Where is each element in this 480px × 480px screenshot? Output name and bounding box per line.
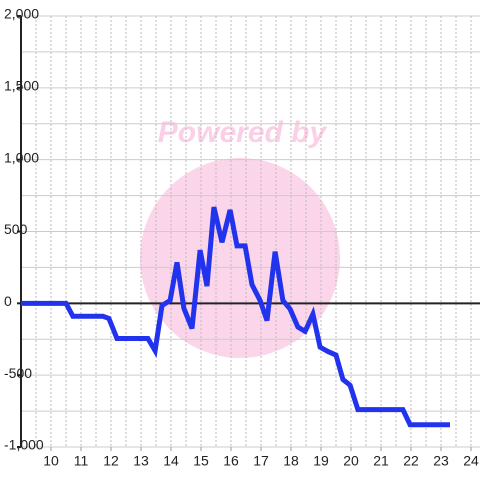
x-tick-label: 16 [223,453,239,469]
y-tick-label: -1,000 [4,437,44,453]
y-tick-label: -500 [4,365,32,381]
watermark-circle [140,158,340,358]
x-tick-label: 15 [193,453,209,469]
x-tick-label: 19 [313,453,329,469]
x-tick-label: 11 [74,453,89,469]
x-tick-label: 17 [253,453,269,469]
x-tick-label: 24 [463,453,479,469]
x-tick-label: 21 [373,453,389,469]
x-tick-label: 14 [163,453,179,469]
x-tick-label: 12 [103,453,119,469]
x-tick-label: 23 [433,453,449,469]
y-tick-label: 500 [4,221,28,237]
y-tick-label: 2,000 [4,6,39,22]
data-line [21,206,450,428]
y-tick-label: 0 [4,293,12,309]
x-tick-label: 10 [43,453,59,469]
x-tick-label: 20 [343,453,359,469]
x-tick-label: 13 [133,453,149,469]
x-tick-label: 18 [283,453,299,469]
x-tick-label: 22 [403,453,419,469]
watermark-text: Powered by [158,116,328,149]
